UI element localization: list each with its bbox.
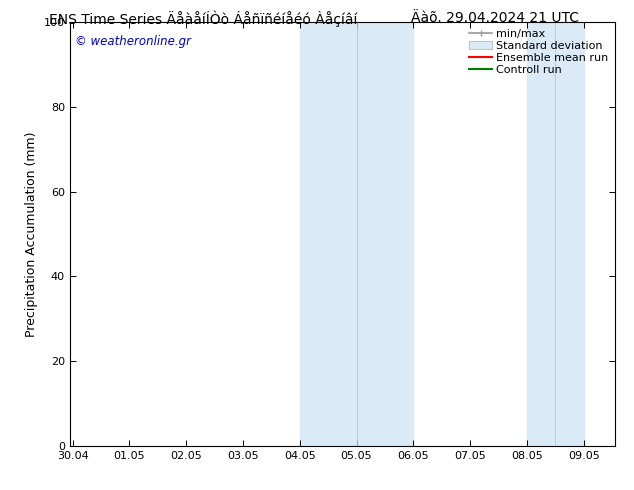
Bar [356, 22, 413, 446]
Legend: min/max, Standard deviation, Ensemble mean run, Controll run: min/max, Standard deviation, Ensemble me… [466, 25, 612, 79]
Text: Äàõ. 29.04.2024 21 UTC: Äàõ. 29.04.2024 21 UTC [411, 11, 578, 25]
Bar [300, 22, 356, 446]
Text: © weatheronline.gr: © weatheronline.gr [75, 35, 191, 48]
Bar [527, 22, 555, 446]
Y-axis label: Precipitation Accumulation (mm): Precipitation Accumulation (mm) [25, 131, 38, 337]
Bar [555, 22, 584, 446]
Text: ENS Time Series ÄåàåíÍÒò Áåñïñéíåéó Àåçíâí: ENS Time Series ÄåàåíÍÒò Áåñïñéíåéó Àåçí… [49, 11, 357, 27]
